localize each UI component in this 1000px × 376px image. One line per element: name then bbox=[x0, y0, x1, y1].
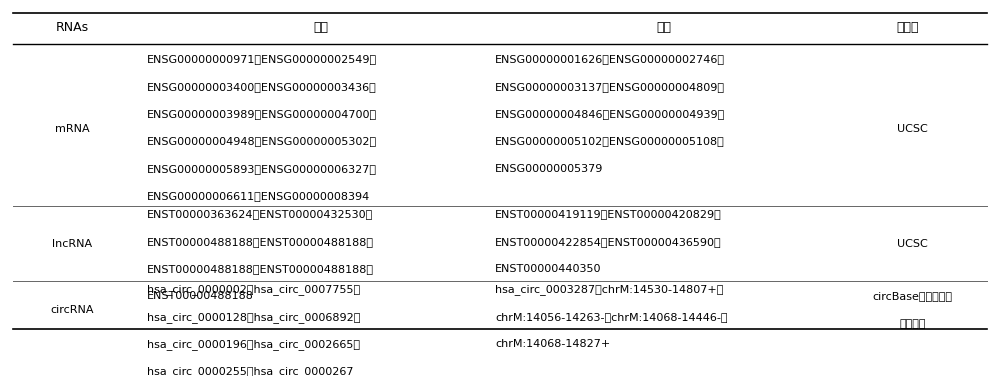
Text: lncRNA: lncRNA bbox=[52, 238, 92, 249]
Text: chrM:14056-14263-、chrM:14068-14446-、: chrM:14056-14263-、chrM:14068-14446-、 bbox=[495, 312, 728, 321]
Text: ENSG00000005379: ENSG00000005379 bbox=[495, 164, 603, 174]
Text: hsa_circ_0000002、hsa_circ_0007755、: hsa_circ_0000002、hsa_circ_0007755、 bbox=[147, 284, 360, 295]
Text: ENST00000363624、ENST00000432530、: ENST00000363624、ENST00000432530、 bbox=[147, 209, 373, 219]
Text: ENST00000440350: ENST00000440350 bbox=[495, 264, 602, 274]
Text: circRNA: circRNA bbox=[51, 305, 94, 315]
Text: ENSG00000004846、ENSG00000004939、: ENSG00000004846、ENSG00000004939、 bbox=[495, 109, 725, 119]
Text: UCSC: UCSC bbox=[897, 124, 928, 133]
Text: 分子外）: 分子外） bbox=[899, 319, 926, 329]
Text: ENSG00000001626、ENSG00000002746、: ENSG00000001626、ENSG00000002746、 bbox=[495, 55, 725, 64]
Text: ENSG00000004948、ENSG00000005302、: ENSG00000004948、ENSG00000005302、 bbox=[147, 136, 377, 146]
Text: ENST00000488188、ENST00000488188、: ENST00000488188、ENST00000488188、 bbox=[147, 237, 374, 247]
Text: ENSG00000000971、ENSG00000002549、: ENSG00000000971、ENSG00000002549、 bbox=[147, 55, 377, 64]
Text: hsa_circ_0000255、hsa_circ_0000267: hsa_circ_0000255、hsa_circ_0000267 bbox=[147, 366, 353, 376]
Text: 上调: 上调 bbox=[314, 21, 328, 34]
Text: ENSG00000003137、ENSG00000004809、: ENSG00000003137、ENSG00000004809、 bbox=[495, 82, 725, 92]
Text: hsa_circ_0000128、hsa_circ_0006892、: hsa_circ_0000128、hsa_circ_0006892、 bbox=[147, 312, 360, 323]
Text: RNAs: RNAs bbox=[56, 21, 89, 34]
Text: circBase（除新鉴定: circBase（除新鉴定 bbox=[873, 291, 953, 302]
Text: 下调: 下调 bbox=[657, 21, 672, 34]
Text: ENSG00000006611、ENSG00000008394: ENSG00000006611、ENSG00000008394 bbox=[147, 191, 370, 201]
Text: ENST00000488188: ENST00000488188 bbox=[147, 291, 254, 301]
Text: 数据库: 数据库 bbox=[896, 21, 919, 34]
Text: ENST00000422854、ENST00000436590、: ENST00000422854、ENST00000436590、 bbox=[495, 237, 722, 247]
Text: ENSG00000005102、ENSG00000005108、: ENSG00000005102、ENSG00000005108、 bbox=[495, 136, 725, 146]
Text: mRNA: mRNA bbox=[55, 124, 90, 133]
Text: ENSG00000003400、ENSG00000003436、: ENSG00000003400、ENSG00000003436、 bbox=[147, 82, 377, 92]
Text: hsa_circ_0003287、chrM:14530-14807+、: hsa_circ_0003287、chrM:14530-14807+、 bbox=[495, 284, 723, 295]
Text: hsa_circ_0000196、hsa_circ_0002665、: hsa_circ_0000196、hsa_circ_0002665、 bbox=[147, 339, 360, 350]
Text: ENSG00000003989、ENSG00000004700、: ENSG00000003989、ENSG00000004700、 bbox=[147, 109, 377, 119]
Text: UCSC: UCSC bbox=[897, 238, 928, 249]
Text: ENSG00000005893、ENSG00000006327、: ENSG00000005893、ENSG00000006327、 bbox=[147, 164, 377, 174]
Text: ENST00000419119、ENST00000420829、: ENST00000419119、ENST00000420829、 bbox=[495, 209, 722, 219]
Text: chrM:14068-14827+: chrM:14068-14827+ bbox=[495, 339, 610, 349]
Text: ENST00000488188、ENST00000488188、: ENST00000488188、ENST00000488188、 bbox=[147, 264, 374, 274]
